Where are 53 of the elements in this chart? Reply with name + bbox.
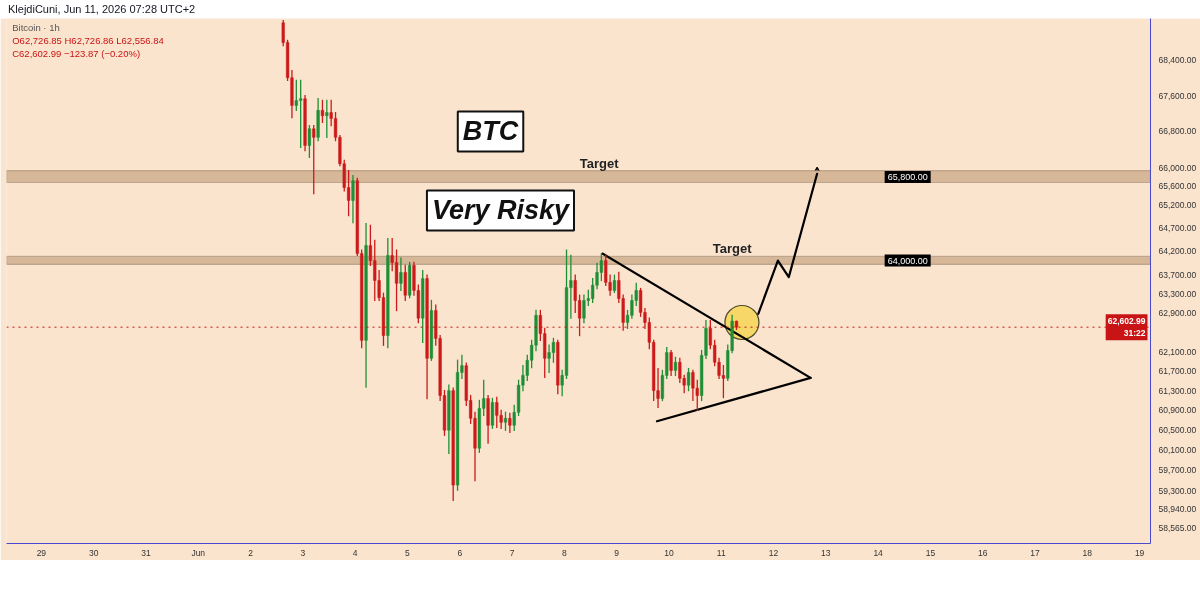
y-tick-label: 60,100.00 [1158,445,1197,456]
y-tick-label: 58,940.00 [1158,504,1197,515]
x-tick-label: 3 [300,547,306,558]
x-tick-label: 7 [509,547,515,558]
y-tick-label: 58,565.00 [1158,523,1197,534]
y-tick-label: 61,300.00 [1158,385,1197,396]
x-tick-label: 9 [614,547,620,558]
y-tick-label: 66,800.00 [1158,126,1197,137]
y-tick-label: 63,700.00 [1158,269,1197,280]
x-tick-label: 11 [716,547,726,558]
y-tick-label: 65,600.00 [1158,181,1197,192]
x-tick-label: 4 [352,547,358,558]
x-tick-label: 6 [457,547,463,558]
x-tick-label: 19 [1134,547,1145,558]
x-tick-label: 5 [405,547,411,558]
y-tick-label: 66,000.00 [1158,162,1197,173]
y-tick-label: 59,700.00 [1158,465,1197,476]
y-tick-label: 61,700.00 [1158,366,1197,376]
x-tick-label: 31 [141,547,151,558]
annotation: O62,726.85 H62,726.86 L62,556.84 C62,602.99 −123.87 (−0.20%) [12,34,164,59]
chart-subtitle: Bitcoin · 1h [12,21,60,33]
x-tick-label: 16 [977,547,988,558]
x-tick-label: 8 [561,547,567,558]
x-tick-label: 12 [768,547,779,558]
x-tick-label: 2 [248,547,254,558]
x-tick-label: 30 [88,547,99,558]
y-tick-label: 62,100.00 [1158,346,1197,357]
y-tick-label: 67,600.00 [1158,90,1197,101]
x-tick-label: 13 [821,547,831,558]
chart-title: KlejdiCuni, Jun 11, 2026 07:28 UTC+2 [8,2,196,17]
y-tick-label: 68,400.00 [1158,55,1197,66]
annotation: 65,800.00 [887,171,928,182]
x-tick-label: 18 [1082,547,1093,558]
y-tick-label: 64,700.00 [1158,222,1197,233]
annotation: BTC [462,116,519,147]
y-tick-label: 59,300.00 [1158,485,1197,496]
y-tick-label: 62,900.00 [1158,307,1197,318]
x-tick-label: 15 [925,547,936,558]
y-tick-label: 60,900.00 [1158,405,1197,416]
y-tick-label: 63,300.00 [1158,288,1197,299]
annotation: 64,000.00 [887,255,928,266]
y-tick-label: 60,500.00 [1158,425,1197,436]
x-tick-label: Jun [191,547,206,558]
x-tick-label: 10 [664,547,674,558]
y-tick-label: 65,200.00 [1158,199,1197,210]
annotation: Target [579,155,620,171]
annotation: Target [712,241,753,257]
x-tick-label: 29 [36,547,47,558]
x-tick-label: 14 [873,547,884,558]
annotation: Very Risky [431,195,572,226]
x-tick-label: 17 [1030,547,1041,558]
ref-line-label: 62,602.99 31:22 [1107,316,1146,339]
y-tick-label: 64,200.00 [1158,246,1197,257]
